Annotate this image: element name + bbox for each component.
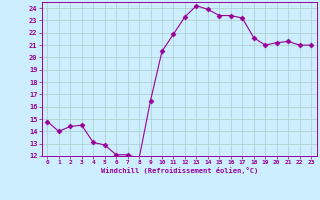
X-axis label: Windchill (Refroidissement éolien,°C): Windchill (Refroidissement éolien,°C) bbox=[100, 167, 258, 174]
